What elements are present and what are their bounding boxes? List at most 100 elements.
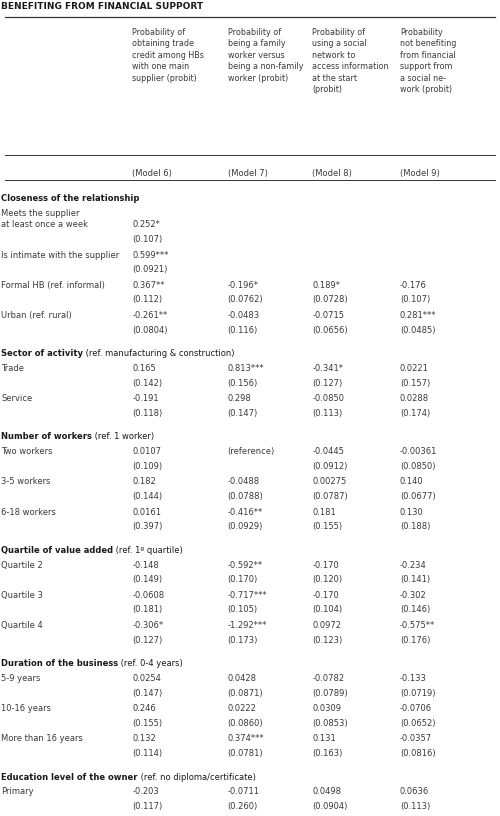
Text: -0.341*: -0.341* <box>312 364 344 373</box>
Text: (0.146): (0.146) <box>400 605 430 614</box>
Text: 0.0221: 0.0221 <box>400 364 429 373</box>
Text: (0.163): (0.163) <box>312 749 343 758</box>
Text: -0.416**: -0.416** <box>228 508 263 517</box>
Text: Duration of the business: Duration of the business <box>1 659 118 668</box>
Text: Sector of activity: Sector of activity <box>1 349 83 358</box>
Text: -0.191: -0.191 <box>132 394 159 403</box>
Text: Closeness of the relationship: Closeness of the relationship <box>1 194 140 203</box>
Text: 10-16 years: 10-16 years <box>1 704 51 713</box>
Text: 0.0107: 0.0107 <box>132 447 162 456</box>
Text: -0.0357: -0.0357 <box>400 734 432 743</box>
Text: (0.116): (0.116) <box>228 326 258 335</box>
Text: Two workers: Two workers <box>1 447 52 456</box>
Text: -0.234: -0.234 <box>400 561 427 570</box>
Text: (0.0860): (0.0860) <box>228 719 263 728</box>
Text: BENEFITING FROM FINANCIAL SUPPORT: BENEFITING FROM FINANCIAL SUPPORT <box>1 2 203 11</box>
Text: -0.306*: -0.306* <box>132 621 164 630</box>
Text: -0.170: -0.170 <box>312 591 339 600</box>
Text: Primary: Primary <box>1 787 34 796</box>
Text: (ref. manufacturing & construction): (ref. manufacturing & construction) <box>83 349 234 358</box>
Text: -0.203: -0.203 <box>132 787 159 796</box>
Text: 0.189*: 0.189* <box>312 281 340 290</box>
Text: Number of workers: Number of workers <box>1 432 92 441</box>
Text: (0.397): (0.397) <box>132 522 163 531</box>
Text: Probability
not benefiting
from financial
support from
a social ne-
work (probit: Probability not benefiting from financia… <box>400 28 456 94</box>
Text: (0.0804): (0.0804) <box>132 326 168 335</box>
Text: (0.142): (0.142) <box>132 379 162 388</box>
Text: -0.302: -0.302 <box>400 591 427 600</box>
Text: (0.155): (0.155) <box>132 719 162 728</box>
Text: (0.113): (0.113) <box>312 409 343 418</box>
Text: 0.132: 0.132 <box>132 734 156 743</box>
Text: Meets the supplier: Meets the supplier <box>1 209 80 218</box>
Text: (0.0656): (0.0656) <box>312 326 348 335</box>
Text: -0.0711: -0.0711 <box>228 787 260 796</box>
Text: 0.131: 0.131 <box>312 734 336 743</box>
Text: (0.0788): (0.0788) <box>228 492 263 501</box>
Text: 0.599***: 0.599*** <box>132 251 169 259</box>
Text: -0.261**: -0.261** <box>132 311 168 320</box>
Text: -0.133: -0.133 <box>400 674 427 683</box>
Text: (0.156): (0.156) <box>228 379 258 388</box>
Text: (0.0728): (0.0728) <box>312 295 348 304</box>
Text: (0.173): (0.173) <box>228 636 258 645</box>
Text: (0.0853): (0.0853) <box>312 719 348 728</box>
Text: 0.0636: 0.0636 <box>400 787 429 796</box>
Text: Probability of
being a family
worker versus
being a non-family
worker (probit): Probability of being a family worker ver… <box>228 28 303 82</box>
Text: -0.0445: -0.0445 <box>312 447 344 456</box>
Text: (ref. 1º quartile): (ref. 1º quartile) <box>113 546 183 555</box>
Text: (0.120): (0.120) <box>312 575 342 584</box>
Text: (0.0781): (0.0781) <box>228 749 263 758</box>
Text: 0.0498: 0.0498 <box>312 787 342 796</box>
Text: Probability of
obtaining trade
credit among HBs
with one main
supplier (probit): Probability of obtaining trade credit am… <box>132 28 204 82</box>
Text: (0.105): (0.105) <box>228 605 258 614</box>
Text: (0.170): (0.170) <box>228 575 258 584</box>
Text: 0.140: 0.140 <box>400 477 423 486</box>
Text: 0.252*: 0.252* <box>132 220 160 229</box>
Text: 0.374***: 0.374*** <box>228 734 264 743</box>
Text: (0.188): (0.188) <box>400 522 430 531</box>
Text: 5-9 years: 5-9 years <box>1 674 40 683</box>
Text: (0.0652): (0.0652) <box>400 719 436 728</box>
Text: (0.109): (0.109) <box>132 462 162 471</box>
Text: -0.0850: -0.0850 <box>312 394 344 403</box>
Text: (0.0485): (0.0485) <box>400 326 436 335</box>
Text: (0.260): (0.260) <box>228 802 258 811</box>
Text: (0.0787): (0.0787) <box>312 492 348 501</box>
Text: (0.123): (0.123) <box>312 636 343 645</box>
Text: (0.104): (0.104) <box>312 605 342 614</box>
Text: (0.157): (0.157) <box>400 379 430 388</box>
Text: (0.114): (0.114) <box>132 749 162 758</box>
Text: (0.107): (0.107) <box>132 235 163 244</box>
Text: (0.0904): (0.0904) <box>312 802 348 811</box>
Text: (Model 7): (Model 7) <box>228 169 268 178</box>
Text: (0.181): (0.181) <box>132 605 163 614</box>
Text: 0.0254: 0.0254 <box>132 674 162 683</box>
Text: (0.112): (0.112) <box>132 295 162 304</box>
Text: -0.196*: -0.196* <box>228 281 258 290</box>
Text: Quartile 4: Quartile 4 <box>1 621 43 630</box>
Text: (0.113): (0.113) <box>400 802 430 811</box>
Text: (ref. no diploma/certificate): (ref. no diploma/certificate) <box>138 773 256 782</box>
Text: (Model 9): (Model 9) <box>400 169 440 178</box>
Text: 0.182: 0.182 <box>132 477 156 486</box>
Text: Trade: Trade <box>1 364 24 373</box>
Text: -0.0782: -0.0782 <box>312 674 344 683</box>
Text: (0.0789): (0.0789) <box>312 689 348 698</box>
Text: (0.144): (0.144) <box>132 492 162 501</box>
Text: 0.0288: 0.0288 <box>400 394 429 403</box>
Text: -1.292***: -1.292*** <box>228 621 267 630</box>
Text: 0.0161: 0.0161 <box>132 508 162 517</box>
Text: (0.149): (0.149) <box>132 575 162 584</box>
Text: 0.130: 0.130 <box>400 508 424 517</box>
Text: (0.107): (0.107) <box>400 295 430 304</box>
Text: Urban (ref. rural): Urban (ref. rural) <box>1 311 72 320</box>
Text: 0.367**: 0.367** <box>132 281 165 290</box>
Text: 0.165: 0.165 <box>132 364 156 373</box>
Text: -0.00361: -0.00361 <box>400 447 438 456</box>
Text: (0.0850): (0.0850) <box>400 462 436 471</box>
Text: (0.118): (0.118) <box>132 409 163 418</box>
Text: (ref. 1 worker): (ref. 1 worker) <box>92 432 154 441</box>
Text: -0.0483: -0.0483 <box>228 311 260 320</box>
Text: (Model 8): (Model 8) <box>312 169 352 178</box>
